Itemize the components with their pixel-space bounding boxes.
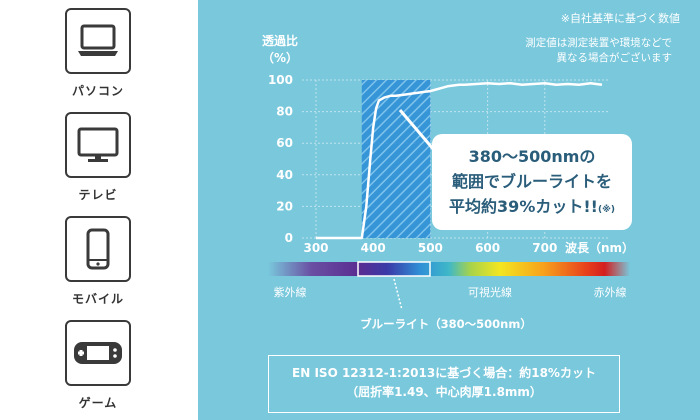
device-game: ゲーム: [62, 320, 134, 411]
x-tick-label: 700: [532, 241, 557, 255]
bluelight-range-marker: [357, 261, 431, 277]
callout-line3: 平均約39%カット!!: [449, 197, 598, 216]
x-tick-label: 600: [475, 241, 500, 255]
company-standard-note: ※自社基準に基づく数値: [560, 12, 680, 25]
device-panel: パソコン テレビ モバイル: [0, 0, 198, 420]
cut-rate-callout: 380〜500nmの 範囲でブルーライトを 平均約39%カット!!(※): [432, 134, 632, 230]
callout-line2: 範囲でブルーライトを: [451, 172, 612, 191]
callout-footnote-mark: (※): [597, 205, 615, 215]
ultraviolet-label: 紫外線: [274, 285, 307, 299]
y-axis-label-line2: （%）: [262, 51, 299, 65]
y-tick-label: 80: [276, 105, 293, 119]
callout-line1: 380〜500nmの: [468, 147, 596, 166]
device-label: ゲーム: [78, 396, 118, 410]
callout-pointer: [398, 109, 436, 151]
y-axis-label: 透過比 （%）: [262, 33, 298, 67]
device-tv: テレビ: [62, 112, 134, 203]
bluelight-label: ブルーライト（380〜500nm）: [360, 317, 532, 331]
variance-note-line2: 異なる場合がございます: [556, 52, 673, 64]
callout-line3-wrap: 平均約39%カット!!(※): [444, 194, 620, 223]
laptop-icon: [65, 8, 131, 74]
tv-icon: [65, 112, 131, 178]
smartphone-icon: [65, 216, 131, 282]
y-tick-label: 60: [276, 136, 293, 150]
y-tick-label: 40: [276, 168, 293, 182]
x-tick-label: 300: [303, 241, 328, 255]
device-label: モバイル: [71, 292, 124, 306]
iso-spec-line1: EN ISO 12312-1:2013に基づく場合：約18%カット: [292, 366, 596, 380]
device-laptop: パソコン: [62, 8, 134, 99]
variance-note-line1: 測定値は測定装置や環境などで: [525, 37, 672, 49]
iso-spec-line2: （屈折率1.49、中心肉厚1.8mm）: [346, 385, 542, 399]
device-label: パソコン: [71, 84, 124, 98]
variance-note: 測定値は測定装置や環境などで 異なる場合がございます: [525, 36, 672, 66]
bluelight-highlight-band: [361, 80, 431, 238]
device-mobile: モバイル: [62, 216, 134, 307]
y-tick-label: 100: [268, 73, 293, 87]
spectrum-bar: [268, 262, 630, 276]
y-tick-label: 20: [276, 199, 293, 213]
bluelight-pointer: [393, 278, 403, 311]
x-tick-label: 400: [361, 241, 386, 255]
x-axis-label: 波長（nm）: [565, 240, 634, 255]
transmittance-curve: [316, 81, 603, 240]
game-console-icon: [65, 320, 131, 386]
x-tick-label: 500: [418, 241, 443, 255]
y-tick-label: 0: [285, 231, 293, 245]
visible-light-label: 可視光線: [468, 285, 512, 299]
iso-spec-box: EN ISO 12312-1:2013に基づく場合：約18%カット （屈折率1.…: [268, 355, 620, 413]
device-label: テレビ: [78, 188, 118, 202]
y-axis-label-line1: 透過比: [262, 34, 299, 48]
infrared-label: 赤外線: [594, 285, 627, 299]
